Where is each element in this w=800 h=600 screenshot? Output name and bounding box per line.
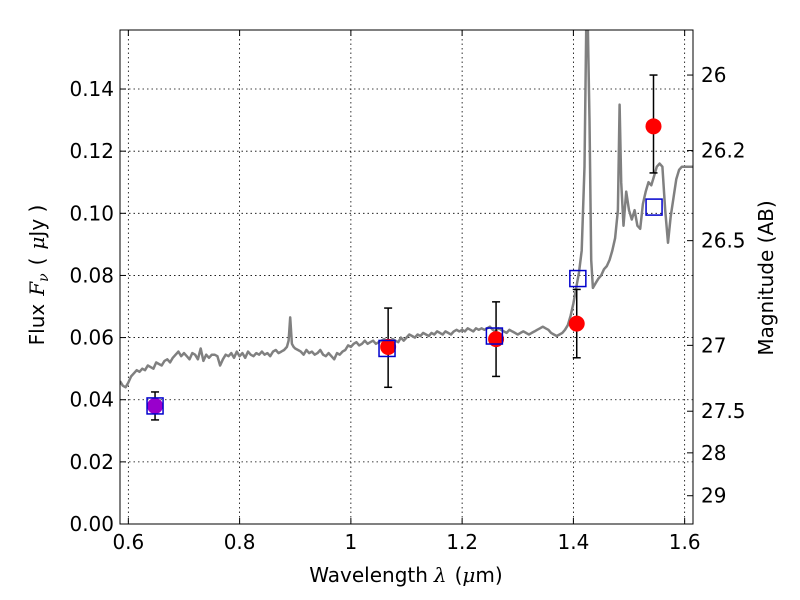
y2-tick-label: 26.5 — [701, 229, 746, 253]
plot-area — [120, 30, 693, 389]
y-axis-unit-open: ( — [25, 258, 49, 266]
x-axis-unit-open: ( — [455, 563, 463, 587]
x-axis-title: Wavelength λ (μm) — [309, 563, 502, 587]
y-axis-symbol: F — [25, 281, 49, 297]
x-tick-label: 1.4 — [557, 530, 589, 554]
model-point-square — [569, 269, 587, 288]
y-tick-label: 0.06 — [69, 326, 114, 350]
x-axis-unit-rest: m) — [475, 563, 502, 587]
observed-point — [568, 315, 585, 332]
model-point-square — [645, 198, 663, 216]
x-axis-unit-mu: μ — [462, 563, 475, 587]
x-tick-label: 1 — [345, 530, 358, 554]
y-tick-label: 0.12 — [69, 139, 114, 163]
y-tick-label: 0.00 — [69, 512, 114, 536]
grid — [120, 30, 693, 525]
y-tick-label: 0.14 — [69, 77, 114, 101]
axis-ticks — [120, 30, 693, 525]
y-axis-title: Flux Fν ( μJy ) — [25, 205, 52, 346]
model-point-square — [378, 339, 396, 358]
y2-tick-label: 26 — [701, 63, 726, 87]
x-tick-label: 1.2 — [446, 530, 478, 554]
y-axis-unit-rest: Jy ) — [25, 205, 49, 239]
y-tick-label: 0.02 — [69, 450, 114, 474]
observed-point — [488, 331, 505, 348]
y-tick-label: 0.04 — [69, 388, 114, 412]
model-point-square — [485, 327, 504, 345]
y-tick-label: 0.08 — [69, 263, 114, 287]
observed-point — [645, 118, 662, 135]
y-axis-unit-mu: μ — [25, 237, 49, 250]
observed-point — [147, 397, 164, 414]
plot-frame — [119, 29, 694, 525]
y-axis-subscript: ν — [36, 273, 52, 282]
y2-tick-label: 27 — [701, 333, 726, 357]
y2-tick-label: 29 — [701, 484, 726, 508]
model-point-square — [146, 397, 164, 415]
y2-tick-label: 28 — [701, 441, 726, 465]
x-tick-label: 1.6 — [669, 530, 701, 554]
spectrum-line — [120, 30, 693, 389]
y2-tick-label: 26.2 — [701, 139, 746, 163]
y2-tick-label: 27.5 — [701, 399, 746, 423]
tick-labels: 0.6 0.8 1 1.2 1.4 1.6 0.00 0.02 0.04 0.06 0.08 0.10… — [69, 63, 745, 554]
y2-axis-title: Magnitude (AB) — [754, 200, 778, 355]
x-axis-symbol: λ — [433, 563, 447, 587]
y-tick-label: 0.10 — [69, 201, 114, 225]
x-axis-title-prefix: Wavelength — [309, 563, 428, 587]
observed-point — [380, 338, 397, 355]
y-axis-title-prefix: Flux — [25, 304, 49, 346]
errorbars — [146, 74, 663, 421]
x-tick-label: 0.6 — [112, 530, 144, 554]
x-tick-label: 0.8 — [224, 530, 256, 554]
